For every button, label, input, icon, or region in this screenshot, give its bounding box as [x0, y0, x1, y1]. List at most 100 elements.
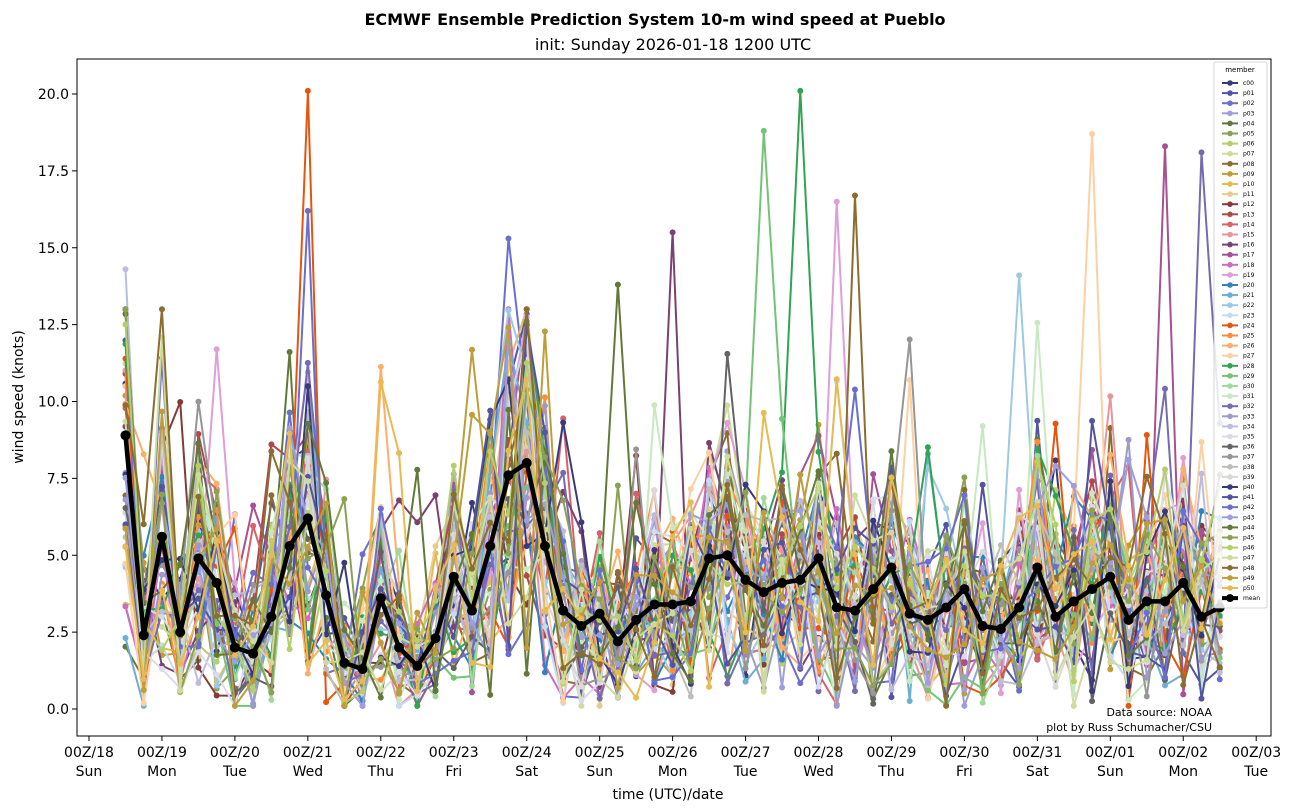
data-point-mean	[1178, 577, 1189, 588]
legend-label: p37	[1243, 454, 1255, 461]
data-point-p24	[724, 512, 731, 519]
data-point-p21	[1162, 682, 1169, 689]
data-point-p38	[997, 542, 1004, 549]
legend-label: p28	[1243, 363, 1255, 370]
data-point-p13	[195, 430, 202, 437]
legend-marker	[1227, 322, 1233, 329]
legend-marker	[1227, 221, 1233, 228]
data-point-p31	[943, 662, 950, 669]
legend-marker	[1227, 201, 1233, 207]
data-point-p34	[687, 627, 694, 634]
data-point-p39	[1180, 482, 1187, 489]
data-point-p01	[943, 521, 950, 528]
data-point-p48	[943, 702, 950, 709]
x-tick-day-label: Sat	[1026, 764, 1049, 780]
data-point-p49	[888, 584, 895, 591]
legend-marker	[1227, 181, 1233, 187]
x-tick-day-label: Sat	[515, 764, 538, 780]
x-tick-label: 00Z/03	[1231, 745, 1281, 761]
data-point-p40	[779, 630, 786, 637]
data-point-p47	[596, 675, 603, 682]
legend-label: p22	[1243, 302, 1255, 309]
data-point-p46	[1089, 517, 1096, 524]
x-tick-label: 00Z/22	[356, 745, 406, 761]
data-point-p44	[1070, 572, 1077, 579]
data-point-p49	[432, 650, 439, 657]
legend-label: p38	[1243, 464, 1255, 471]
data-point-p48	[1143, 473, 1150, 480]
data-point-p49	[633, 572, 640, 579]
data-point-p50	[706, 683, 713, 690]
data-point-p50	[487, 663, 494, 670]
data-point-mean	[302, 513, 313, 524]
data-point-p49	[924, 646, 931, 653]
data-point-mean	[959, 584, 970, 595]
data-point-p39	[760, 538, 767, 545]
data-point-p45	[213, 488, 220, 495]
data-point-p45	[979, 690, 986, 697]
legend-label: p03	[1243, 110, 1255, 117]
data-point-p48	[614, 568, 621, 575]
data-point-p46	[450, 462, 457, 469]
data-point-p47	[1180, 627, 1187, 634]
data-point-p49	[760, 509, 767, 516]
data-point-p34	[815, 539, 822, 546]
data-point-p44	[706, 511, 713, 518]
data-point-p45	[304, 555, 311, 562]
data-point-p50	[1125, 563, 1132, 570]
x-tick-day-label: Tue	[1243, 764, 1268, 780]
data-point-p39	[888, 641, 895, 648]
y-tick-label: 5.0	[47, 548, 69, 564]
data-point-p48	[1216, 664, 1223, 671]
legend-marker	[1227, 464, 1233, 470]
data-point-p13	[779, 531, 786, 538]
data-point-p46	[797, 523, 804, 530]
data-point-p50	[359, 677, 366, 684]
data-point-p32	[1180, 650, 1187, 657]
data-point-p13	[268, 441, 275, 448]
data-point-p46	[541, 480, 548, 487]
data-point-p42	[669, 674, 676, 681]
data-point-mean	[521, 458, 532, 468]
data-point-p41	[541, 429, 548, 436]
data-point-mean	[722, 550, 733, 561]
data-point-mean	[612, 636, 623, 647]
x-tick-day-label: Fri	[956, 764, 973, 780]
data-point-p33	[578, 558, 585, 565]
data-point-p37	[997, 601, 1004, 608]
data-point-p39	[304, 455, 311, 462]
data-point-p40	[578, 519, 585, 526]
data-point-mean	[849, 605, 860, 616]
legend-marker	[1227, 443, 1233, 450]
legend-marker	[1227, 383, 1233, 389]
data-point-p42	[195, 643, 202, 650]
data-point-p18	[1016, 561, 1023, 568]
data-point-mean	[539, 541, 550, 552]
data-point-p31	[1125, 697, 1132, 704]
legend-marker	[1227, 312, 1233, 319]
data-point-p48	[1016, 615, 1023, 622]
data-point-p50	[888, 474, 895, 481]
data-point-p21	[377, 566, 384, 573]
legend-marker	[1227, 241, 1233, 248]
data-point-p48	[669, 563, 676, 570]
data-point-p45	[943, 533, 950, 540]
data-point-p50	[560, 585, 567, 592]
x-tick-label: 00Z/19	[137, 745, 187, 761]
data-point-p40	[961, 605, 968, 612]
data-point-p40	[1089, 688, 1096, 695]
data-point-p46	[250, 686, 257, 693]
data-point-mean	[430, 633, 441, 644]
data-point-p47	[1070, 633, 1077, 640]
data-point-p36	[1070, 534, 1077, 541]
data-point-p32	[1107, 472, 1114, 479]
data-point-p02	[1216, 676, 1223, 683]
legend-label: c00	[1243, 80, 1254, 87]
x-tick-day-label: Mon	[658, 764, 688, 780]
data-point-mean	[503, 470, 514, 481]
data-point-p40	[158, 557, 165, 564]
data-point-p49	[1089, 560, 1096, 567]
legend-marker	[1227, 433, 1233, 440]
data-point-p43	[560, 574, 567, 581]
data-point-p50	[523, 376, 530, 383]
